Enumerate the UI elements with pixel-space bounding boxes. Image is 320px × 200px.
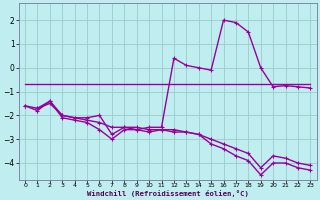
X-axis label: Windchill (Refroidissement éolien,°C): Windchill (Refroidissement éolien,°C) — [87, 190, 249, 197]
